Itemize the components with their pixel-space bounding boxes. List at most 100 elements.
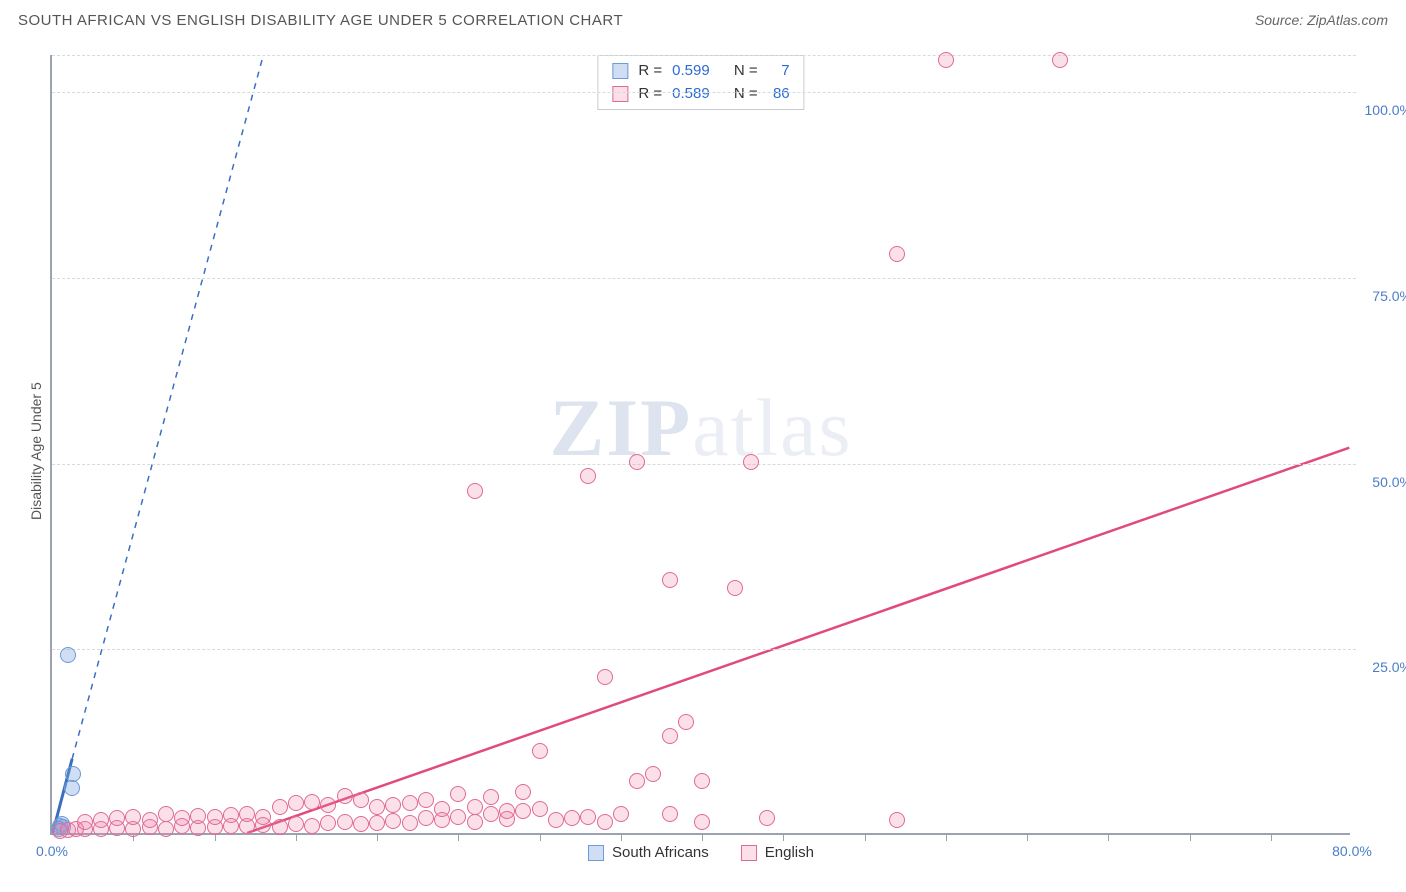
gridline [52,278,1356,279]
chart-title: SOUTH AFRICAN VS ENGLISH DISABILITY AGE … [18,12,623,29]
data-point [272,819,288,835]
watermark-bold: ZIP [550,382,693,473]
data-point [337,788,353,804]
data-point [353,792,369,808]
data-point [337,814,353,830]
data-point [174,810,190,826]
chart-source: Source: ZipAtlas.com [1255,12,1388,28]
watermark: ZIPatlas [550,381,853,475]
data-point [938,52,954,68]
swatch-pink-icon [741,845,757,861]
n-value: 86 [768,83,790,106]
gridline [52,464,1356,465]
x-tick [1027,833,1028,841]
data-point [1052,52,1068,68]
data-point [597,814,613,830]
legend-item-1: South Africans [588,844,709,861]
y-tick-label: 25.0% [1372,659,1406,675]
data-point [109,810,125,826]
data-point [662,806,678,822]
x-tick-label: 0.0% [36,843,68,859]
data-point [64,780,80,796]
data-point [304,818,320,834]
y-tick-label: 75.0% [1372,288,1406,304]
data-point [629,773,645,789]
r-value: 0.599 [672,60,710,83]
gridline [52,55,1356,56]
data-point [515,784,531,800]
data-point [239,806,255,822]
r-label: R = [638,60,662,83]
data-point [467,799,483,815]
data-point [369,815,385,831]
plot-area: ZIPatlas R = 0.599 N = 7 R = 0.589 N = 8… [50,55,1350,835]
data-point [142,812,158,828]
x-tick [1271,833,1272,841]
data-point [288,795,304,811]
x-tick [377,833,378,841]
data-point [158,821,174,837]
data-point [385,813,401,829]
data-point [60,647,76,663]
r-value: 0.589 [672,83,710,106]
data-point [694,773,710,789]
x-tick [702,833,703,841]
data-point [190,808,206,824]
legend-label: South Africans [612,844,709,861]
data-point [418,810,434,826]
data-point [450,809,466,825]
gridline [52,92,1356,93]
data-point [597,669,613,685]
y-tick-label: 100.0% [1365,102,1406,118]
x-tick [865,833,866,841]
data-point [467,483,483,499]
data-point [727,580,743,596]
data-point [759,810,775,826]
gridline [52,649,1356,650]
swatch-pink-icon [612,86,628,102]
data-point [662,572,678,588]
data-point [450,786,466,802]
stats-row-1: R = 0.599 N = 7 [612,60,789,83]
data-point [645,766,661,782]
data-point [65,766,81,782]
bottom-legend: South Africans English [588,844,814,861]
data-point [402,815,418,831]
data-point [532,801,548,817]
x-tick [946,833,947,841]
watermark-rest: atlas [692,382,852,473]
data-point [743,454,759,470]
data-point [255,809,271,825]
data-point [320,815,336,831]
data-point [304,794,320,810]
x-tick [783,833,784,841]
y-tick-label: 50.0% [1372,474,1406,490]
trendlines-svg [52,55,1350,833]
chart-header: SOUTH AFRICAN VS ENGLISH DISABILITY AGE … [0,0,1406,40]
data-point [483,789,499,805]
data-point [77,814,93,830]
data-point [223,807,239,823]
data-point [207,809,223,825]
stats-box: R = 0.599 N = 7 R = 0.589 N = 86 [597,55,804,110]
data-point [402,795,418,811]
data-point [564,810,580,826]
data-point [467,814,483,830]
data-point [272,799,288,815]
n-value: 7 [768,60,790,83]
data-point [418,792,434,808]
data-point [889,812,905,828]
x-tick [1108,833,1109,841]
x-tick [1190,833,1191,841]
data-point [515,803,531,819]
data-point [580,809,596,825]
data-point [385,797,401,813]
data-point [483,806,499,822]
data-point [694,814,710,830]
data-point [613,806,629,822]
r-label: R = [638,83,662,106]
stats-row-2: R = 0.589 N = 86 [612,83,789,106]
n-label: N = [734,60,758,83]
data-point [158,806,174,822]
x-tick [540,833,541,841]
